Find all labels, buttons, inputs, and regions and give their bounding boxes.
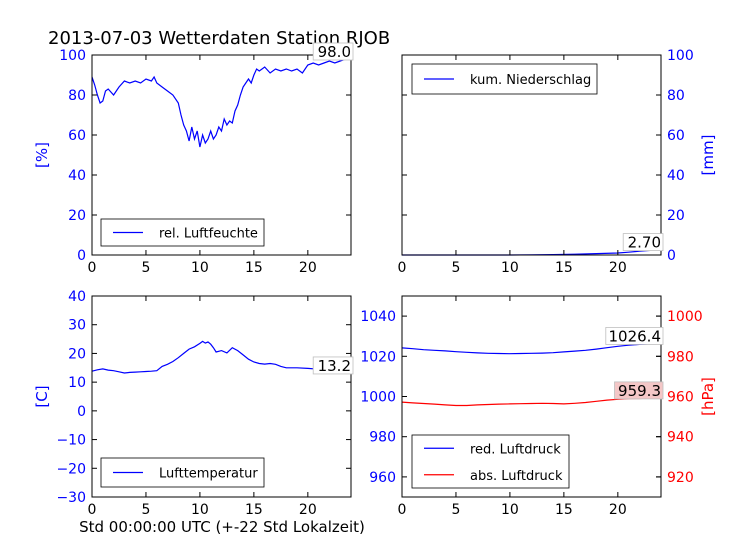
figure-title: 2013-07-03 Wetterdaten Station RJOB: [48, 28, 390, 49]
x-tick-label: 0: [88, 502, 97, 518]
y-tick-label: 1020: [360, 349, 396, 365]
y-tick-label: 80: [667, 88, 685, 104]
series-line-red-luftdruck: [401, 342, 662, 355]
x-tick-label: 15: [555, 260, 573, 276]
x-tick-label: 15: [245, 502, 263, 518]
value-annotation-box: [312, 42, 354, 61]
x-tick-label: 5: [451, 260, 460, 276]
plot-frame: [91, 54, 352, 256]
value-annotation: 959.3: [618, 382, 661, 400]
x-tick-label: 5: [141, 502, 150, 518]
value-annotation: 2.70: [628, 234, 661, 252]
x-tick-label: 10: [501, 502, 519, 518]
panel-bottom-right: 0 5 10 15 20 960 980 1000 1020 1040 920 940 960 980 10…: [360, 295, 717, 518]
panel-bottom-left: 0 5 10 15 20 −30 −20 −10 0 10 20 30 40 [C] 13.2 Lufttem…: [33, 289, 354, 518]
y-tick-label: 20: [68, 208, 86, 224]
panel-top-right: 0 5 10 15 20 0 20 40 60 80 100 [mm] 2.70 kum. Nieders…: [398, 48, 717, 276]
x-tick-label: 10: [191, 260, 209, 276]
x-tick-label: 15: [555, 502, 573, 518]
x-tick-label: 0: [88, 260, 97, 276]
y-tick-label: −10: [56, 433, 86, 449]
x-tick-label: 20: [609, 260, 627, 276]
y-tick-label: 1000: [360, 390, 396, 406]
x-tick-label: 10: [191, 502, 209, 518]
y-tick-label: 20: [68, 346, 86, 362]
legend-box: [411, 434, 570, 489]
x-tick-label: 20: [299, 502, 317, 518]
y-axis-label: [%]: [33, 142, 51, 168]
y-tick-label: 100: [59, 48, 86, 64]
legend-label: Lufttemperatur: [159, 467, 258, 482]
y2-tick-label: 1000: [667, 309, 703, 325]
y-tick-label: 960: [369, 470, 396, 486]
y-tick-label: 40: [68, 289, 86, 305]
x-axis-label: Std 00:00:00 UTC (+-22 Std Lokalzeit): [79, 518, 365, 536]
plot-frame: [401, 54, 662, 256]
series-line-rel-luftfeuchte: [91, 58, 351, 148]
y-axis-label: [C]: [33, 385, 51, 407]
y-tick-label: 10: [68, 375, 86, 391]
y-tick-label: 40: [667, 168, 685, 184]
value-annotation: 1026.4: [609, 327, 662, 345]
x-tick-label: 20: [609, 502, 627, 518]
y-tick-label: 60: [667, 128, 685, 144]
y-tick-label: 20: [667, 208, 685, 224]
x-tick-label: 5: [451, 502, 460, 518]
y-tick-label: 0: [667, 248, 676, 264]
legend-label: red. Luftdruck: [470, 442, 561, 457]
value-annotation: 98.0: [318, 43, 351, 61]
legend-label: kum. Niederschlag: [470, 73, 591, 88]
plot-frame: [91, 295, 352, 498]
value-annotation-box: [614, 381, 664, 400]
legend-label: rel. Luftfeuchte: [159, 227, 258, 242]
value-annotation-box: [622, 233, 664, 252]
y-tick-label: 30: [68, 318, 86, 334]
y-tick-label: 80: [68, 88, 86, 104]
y-tick-label: 980: [369, 430, 396, 446]
panel-top-left: 0 5 10 15 20 0 20 40 60 80 100 [%] 98.0 rel. Luftfeuc…: [33, 42, 354, 276]
y2-tick-label: 920: [667, 470, 694, 486]
y-tick-label: −30: [56, 490, 86, 506]
x-tick-label: 10: [501, 260, 519, 276]
y2-tick-label: 980: [667, 349, 694, 365]
y-tick-label: 40: [68, 168, 86, 184]
x-tick-label: 0: [398, 260, 407, 276]
x-tick-label: 0: [398, 502, 407, 518]
series-line-lufttemperatur: [91, 340, 352, 374]
value-annotation-box: [312, 356, 354, 375]
y-tick-label: 0: [77, 248, 86, 264]
y-tick-label: 60: [68, 128, 86, 144]
y-tick-label: 1040: [360, 309, 396, 325]
x-tick-label: 20: [299, 260, 317, 276]
y2-tick-label: 940: [667, 430, 694, 446]
y-axis-label: [hPa]: [699, 377, 717, 416]
legend-label: abs. Luftdruck: [470, 469, 563, 484]
y-tick-label: 0: [77, 404, 86, 420]
value-annotation: 13.2: [318, 357, 351, 375]
y-tick-label: 100: [667, 48, 694, 64]
x-tick-label: 15: [245, 260, 263, 276]
y-axis-label: [mm]: [699, 135, 717, 176]
y-tick-label: −20: [56, 461, 86, 477]
value-annotation-box: [605, 327, 664, 345]
y2-tick-label: 960: [667, 390, 694, 406]
x-tick-label: 5: [141, 260, 150, 276]
